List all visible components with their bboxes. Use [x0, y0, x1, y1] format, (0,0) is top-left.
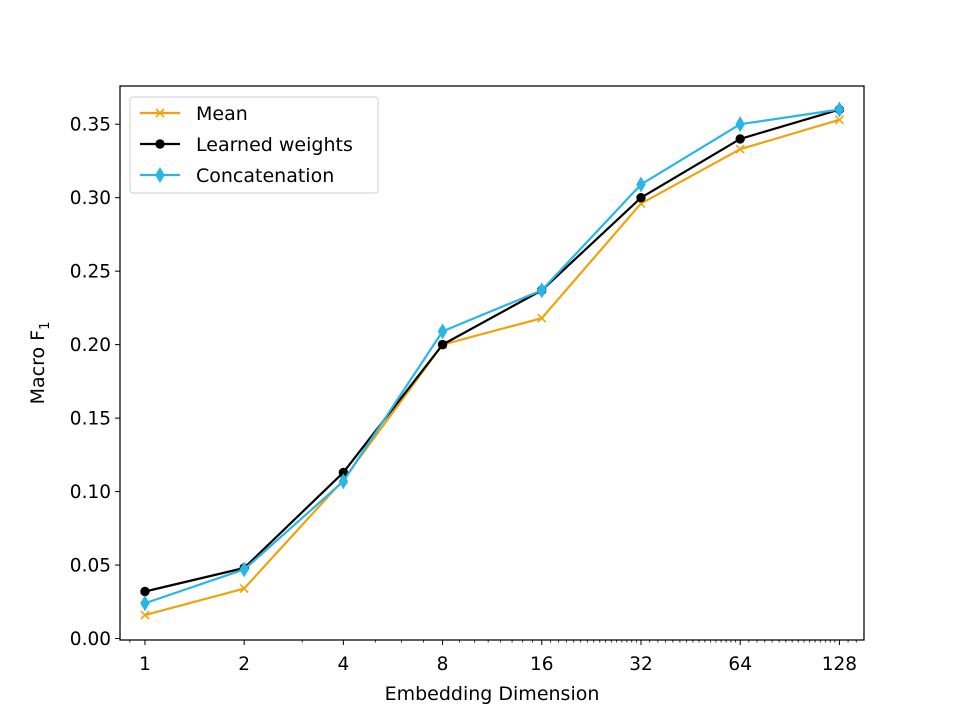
- x-tick-label: 4: [337, 654, 349, 675]
- y-axis-label: Macro F1: [27, 322, 53, 405]
- y-axis-label-subscript: 1: [38, 322, 53, 330]
- axis-ticks: 0.00 0.05 0.10 0.15 0.20 0.25 0.30 0.35 1 2 4 8 16 32…: [70, 115, 857, 675]
- y-tick-label: 0.20: [70, 335, 111, 356]
- y-tick-label: 0.30: [70, 188, 111, 209]
- legend-label: Learned weights: [196, 134, 353, 156]
- legend: Mean Learned weights Concatenation: [129, 96, 379, 194]
- data-point-concatenation: [834, 101, 845, 118]
- x-tick-label: 128: [822, 654, 857, 675]
- y-tick-label: 0.15: [70, 409, 111, 430]
- legend-swatch-marker: [155, 139, 165, 149]
- data-point-concatenation: [239, 561, 249, 578]
- data-point-concatenation: [437, 323, 448, 340]
- x-tick-label: 8: [437, 654, 449, 675]
- y-tick-label: 0.35: [70, 115, 111, 136]
- legend-item-learned-weights: Learned weights: [140, 134, 353, 156]
- data-point-concatenation: [735, 116, 745, 133]
- x-tick-label: 1: [139, 654, 151, 675]
- legend-label: Concatenation: [196, 165, 334, 187]
- data-point-learned-weights: [636, 192, 646, 203]
- x-tick-label: 32: [629, 654, 653, 675]
- x-axis-label: Embedding Dimension: [385, 683, 600, 705]
- legend-swatch-marker: [155, 108, 165, 118]
- x-tick-label: 16: [530, 654, 554, 675]
- y-tick-label: 0.00: [70, 629, 111, 650]
- data-point-mean: [239, 584, 249, 594]
- data-point-concatenation: [140, 595, 150, 612]
- series-line-concatenation: [144, 108, 840, 605]
- data-point-learned-weights: [437, 339, 448, 350]
- x-tick-label: 64: [728, 654, 752, 675]
- legend-box: [129, 96, 379, 194]
- y-tick-label: 0.05: [70, 556, 111, 577]
- legend-label: Mean: [196, 103, 248, 125]
- data-point-mean: [735, 144, 745, 154]
- data-point-mean: [140, 610, 150, 620]
- data-point-mean: [537, 313, 547, 323]
- axes-frame: [119, 85, 865, 641]
- legend-item-concatenation: Concatenation: [140, 165, 334, 187]
- data-point-learned-weights: [140, 586, 150, 597]
- data-point-learned-weights: [735, 134, 745, 144]
- data-point-mean: [834, 115, 844, 125]
- series-line-learned-weights: [144, 108, 840, 593]
- legend-swatch-marker: [155, 167, 165, 183]
- data-point-concatenation: [338, 473, 349, 490]
- x-tick-label: 2: [238, 654, 250, 675]
- series-concatenation: [140, 101, 845, 612]
- data-point-concatenation: [636, 176, 646, 193]
- data-point-concatenation: [536, 282, 547, 299]
- legend-item-mean: Mean: [140, 103, 248, 125]
- y-tick-label: 0.10: [70, 482, 111, 503]
- y-tick-label: 0.25: [70, 262, 111, 283]
- series-line-mean: [144, 118, 840, 617]
- plot-area: [140, 101, 845, 620]
